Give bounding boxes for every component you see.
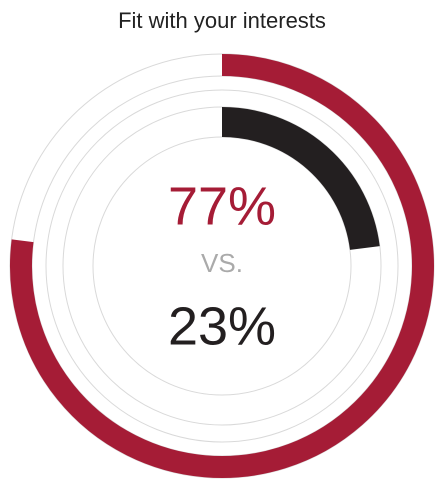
guide-circle [45, 89, 399, 443]
value-label: 23% [168, 296, 276, 356]
ring-arc [10, 54, 434, 478]
ring-arc [221, 107, 380, 251]
separator: VS. [201, 248, 243, 278]
value-label: 77% [168, 176, 276, 236]
chart-title: Fit with your interests [118, 8, 326, 33]
